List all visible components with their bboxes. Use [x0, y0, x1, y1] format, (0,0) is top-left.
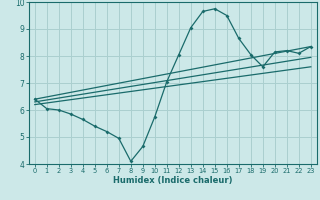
X-axis label: Humidex (Indice chaleur): Humidex (Indice chaleur) [113, 176, 233, 185]
